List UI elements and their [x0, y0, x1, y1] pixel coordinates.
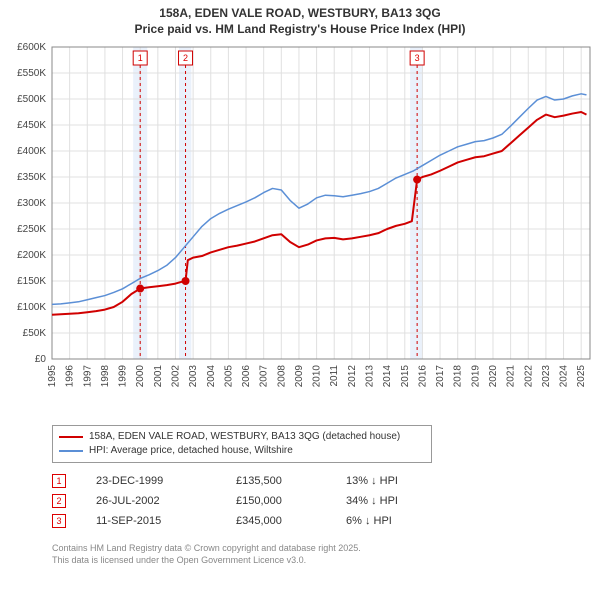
footer-attribution: Contains HM Land Registry data © Crown c… [52, 543, 600, 566]
sale-date: 26-JUL-2002 [96, 495, 206, 507]
svg-text:2014: 2014 [382, 365, 393, 388]
svg-text:1: 1 [138, 53, 143, 63]
svg-text:1999: 1999 [118, 365, 129, 388]
sale-diff: 13% ↓ HPI [346, 475, 426, 487]
svg-text:2: 2 [183, 53, 188, 63]
legend-swatch [59, 450, 83, 452]
svg-text:2005: 2005 [223, 365, 234, 388]
svg-text:2002: 2002 [170, 365, 181, 388]
line-chart: £0 £50K £100K £150K £200K £250K £300K £350K £400… [0, 39, 600, 419]
svg-text:£600K: £600K [17, 42, 46, 53]
sale-date: 23-DEC-1999 [96, 475, 206, 487]
legend-item: HPI: Average price, detached house, Wilt… [59, 444, 425, 458]
svg-text:1998: 1998 [100, 365, 111, 388]
svg-text:2001: 2001 [153, 365, 164, 388]
svg-text:2011: 2011 [329, 365, 340, 387]
chart-title-block: 158A, EDEN VALE ROAD, WESTBURY, BA13 3QG… [0, 0, 600, 39]
svg-text:£550K: £550K [17, 68, 46, 79]
sale-diff: 6% ↓ HPI [346, 515, 426, 527]
footer-line-2: This data is licensed under the Open Gov… [52, 555, 600, 567]
svg-text:2019: 2019 [470, 365, 481, 388]
sale-marker: 1 [52, 474, 66, 488]
svg-text:3: 3 [415, 53, 420, 63]
svg-text:£250K: £250K [17, 224, 46, 235]
sale-diff: 34% ↓ HPI [346, 495, 426, 507]
svg-text:2018: 2018 [453, 365, 464, 388]
svg-text:£300K: £300K [17, 198, 46, 209]
svg-text:2020: 2020 [488, 365, 499, 388]
title-line-2: Price paid vs. HM Land Registry's House … [0, 22, 600, 38]
svg-text:2023: 2023 [541, 365, 552, 388]
svg-text:2015: 2015 [400, 365, 411, 388]
svg-text:1997: 1997 [82, 365, 93, 388]
svg-text:2022: 2022 [523, 365, 534, 388]
sale-row: 1 23-DEC-1999 £135,500 13% ↓ HPI [52, 471, 600, 491]
footer-line-1: Contains HM Land Registry data © Crown c… [52, 543, 600, 555]
svg-text:2004: 2004 [206, 365, 217, 388]
svg-text:2012: 2012 [347, 365, 358, 388]
svg-text:£350K: £350K [17, 172, 46, 183]
legend: 158A, EDEN VALE ROAD, WESTBURY, BA13 3QG… [52, 425, 432, 463]
sale-price: £150,000 [236, 495, 316, 507]
svg-text:£0: £0 [35, 354, 47, 365]
svg-text:2008: 2008 [276, 365, 287, 388]
svg-text:£450K: £450K [17, 120, 46, 131]
sale-row: 2 26-JUL-2002 £150,000 34% ↓ HPI [52, 491, 600, 511]
title-line-1: 158A, EDEN VALE ROAD, WESTBURY, BA13 3QG [0, 6, 600, 22]
svg-text:£150K: £150K [17, 276, 46, 287]
chart-area: £0 £50K £100K £150K £200K £250K £300K £350K £400… [0, 39, 600, 419]
svg-text:1996: 1996 [65, 365, 76, 388]
svg-text:2006: 2006 [241, 365, 252, 388]
sale-date: 11-SEP-2015 [96, 515, 206, 527]
svg-text:2010: 2010 [312, 365, 323, 388]
legend-label: 158A, EDEN VALE ROAD, WESTBURY, BA13 3QG… [89, 430, 400, 444]
svg-text:£200K: £200K [17, 250, 46, 261]
svg-text:2021: 2021 [506, 365, 517, 388]
svg-text:2024: 2024 [559, 365, 570, 388]
svg-text:£400K: £400K [17, 146, 46, 157]
svg-text:£500K: £500K [17, 94, 46, 105]
sale-price: £135,500 [236, 475, 316, 487]
sales-table: 1 23-DEC-1999 £135,500 13% ↓ HPI 2 26-JUL-200… [52, 471, 600, 531]
svg-text:2003: 2003 [188, 365, 199, 388]
svg-text:2000: 2000 [135, 365, 146, 388]
svg-text:2025: 2025 [576, 365, 587, 388]
svg-text:£50K: £50K [23, 328, 47, 339]
sale-price: £345,000 [236, 515, 316, 527]
svg-text:2017: 2017 [435, 365, 446, 388]
sale-marker: 2 [52, 494, 66, 508]
legend-label: HPI: Average price, detached house, Wilt… [89, 444, 293, 458]
svg-text:2007: 2007 [259, 365, 270, 388]
legend-swatch [59, 436, 83, 438]
svg-text:2009: 2009 [294, 365, 305, 388]
svg-text:2013: 2013 [365, 365, 376, 388]
svg-text:2016: 2016 [417, 365, 428, 388]
svg-text:1995: 1995 [47, 365, 58, 388]
legend-item: 158A, EDEN VALE ROAD, WESTBURY, BA13 3QG… [59, 430, 425, 444]
sale-marker: 3 [52, 514, 66, 528]
svg-text:£100K: £100K [17, 302, 46, 313]
sale-row: 3 11-SEP-2015 £345,000 6% ↓ HPI [52, 511, 600, 531]
